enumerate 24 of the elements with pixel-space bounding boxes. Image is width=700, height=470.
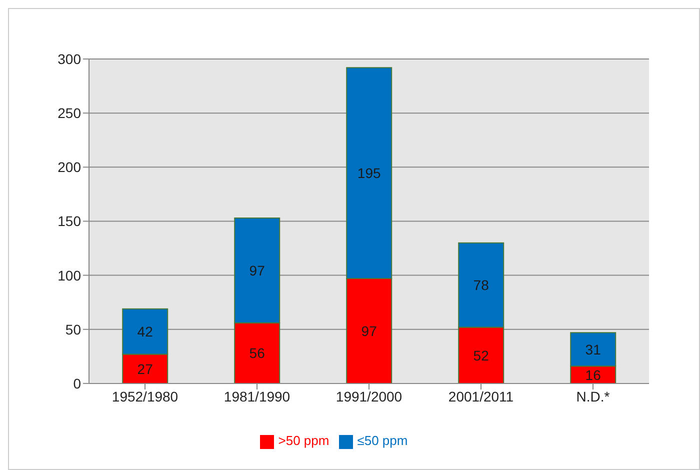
data-label: 195 xyxy=(357,165,381,182)
data-label: 27 xyxy=(137,360,154,377)
y-tick-label: 100 xyxy=(58,267,82,284)
data-label: 56 xyxy=(249,345,266,362)
y-tick-label: 150 xyxy=(58,213,82,230)
data-label: 97 xyxy=(249,262,266,278)
y-tick-label: 300 xyxy=(58,50,82,67)
x-tick-label: 1952/1980 xyxy=(112,388,178,404)
data-label: 31 xyxy=(585,341,602,358)
y-tick-label: 250 xyxy=(58,105,82,122)
x-tick-label: 1981/1990 xyxy=(224,388,290,404)
y-tick-label: 0 xyxy=(73,375,82,392)
y-tick-label: 200 xyxy=(58,159,82,176)
data-label: 42 xyxy=(137,323,154,340)
x-tick-label: 1991/2000 xyxy=(336,388,402,404)
data-label: 97 xyxy=(361,322,378,339)
x-tick-label: 2001/2011 xyxy=(448,388,514,404)
y-tick-label: 50 xyxy=(65,321,82,338)
data-label: 16 xyxy=(585,366,602,383)
legend-label: >50 ppm xyxy=(278,433,330,448)
data-label: 52 xyxy=(473,347,490,364)
data-label: 78 xyxy=(473,276,490,293)
x-tick-label: N.D.* xyxy=(576,388,610,404)
legend-label: ≤50 ppm xyxy=(357,433,408,448)
